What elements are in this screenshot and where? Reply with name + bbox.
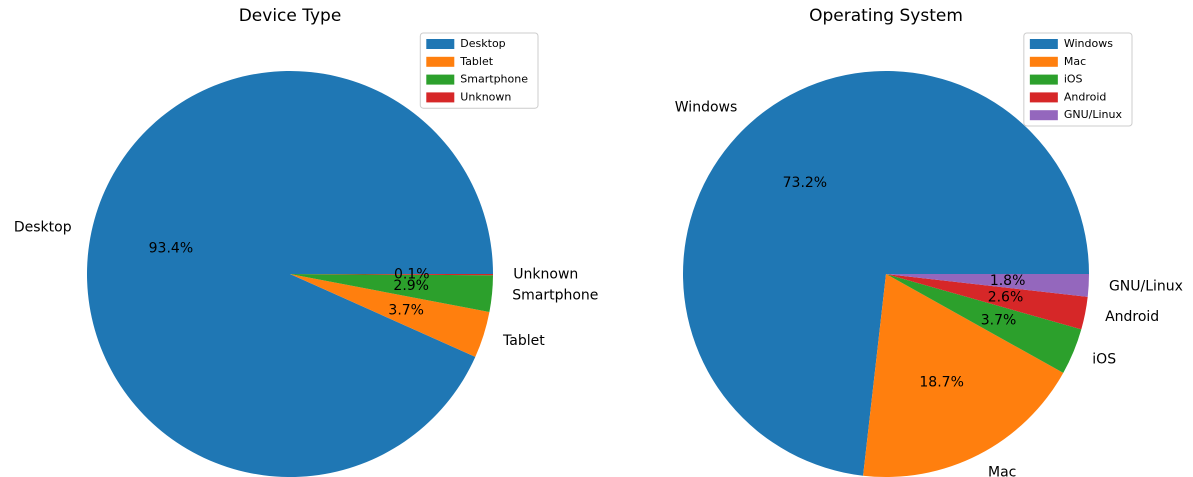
value-label: 3.7% <box>388 303 424 319</box>
pie-chart: Operating System Windows 73.2% Mac 18.7% iOS 3… <box>675 6 1183 477</box>
legend: Desktop Tablet Smartphone Unknown <box>419 32 539 109</box>
slice-label: iOS <box>1092 351 1116 367</box>
pie-slice <box>886 274 1088 330</box>
slice-label: Mac <box>988 465 1016 477</box>
slice-label: Android <box>1105 309 1159 325</box>
legend-swatch <box>1029 92 1058 103</box>
legend-swatch <box>426 39 455 49</box>
pie-slice <box>290 274 493 313</box>
chart-title: Device Type <box>239 6 342 26</box>
legend-swatch <box>426 56 455 67</box>
slice-label: Unknown <box>513 267 578 283</box>
legend-swatch <box>1029 74 1058 85</box>
legend-label: GNU/Linux <box>1064 108 1123 121</box>
legend-swatch <box>1029 56 1058 67</box>
legend-label: iOS <box>1064 73 1083 86</box>
pie-chart: Device Type Desktop 93.4% Tablet 3.7% Smartph… <box>14 6 598 477</box>
legend-label: Tablet <box>459 55 493 68</box>
pie-slice <box>886 274 1082 373</box>
value-label: 3.7% <box>981 313 1017 329</box>
legend-swatch <box>1029 39 1058 49</box>
slice-label: GNU/Linux <box>1109 279 1183 295</box>
value-label: 73.2% <box>783 175 827 191</box>
pie-slice <box>863 274 1064 477</box>
legend-label: Windows <box>1064 37 1113 50</box>
chart-title: Operating System <box>809 6 963 26</box>
pie-slice <box>682 70 1089 476</box>
pie-slice <box>290 274 493 276</box>
legend-swatch <box>426 74 455 85</box>
legend-swatch <box>426 92 455 103</box>
value-label: 2.9% <box>393 278 429 294</box>
value-label: 2.6% <box>988 290 1024 306</box>
pie-slice <box>886 274 1089 297</box>
legend-box <box>1023 32 1133 127</box>
legend-label: Android <box>1064 90 1107 103</box>
legend-box <box>419 32 539 109</box>
value-label: 93.4% <box>149 241 193 257</box>
pie-slice <box>290 274 490 357</box>
slice-label: Desktop <box>14 219 72 235</box>
slice-label: Smartphone <box>512 288 598 304</box>
legend-label: Mac <box>1064 55 1086 68</box>
value-label: 1.8% <box>990 273 1026 289</box>
slice-label: Windows <box>675 99 738 115</box>
slice-label: Tablet <box>502 333 545 349</box>
legend-label: Unknown <box>460 90 511 103</box>
value-label: 18.7% <box>919 374 963 390</box>
legend-swatch <box>1029 110 1058 121</box>
value-label: 0.1% <box>394 266 430 282</box>
legend: Windows Mac iOS Android GNU/Linux <box>1023 32 1133 127</box>
pie-slice <box>87 70 494 477</box>
legend-label: Smartphone <box>460 73 528 86</box>
legend-label: Desktop <box>460 37 505 50</box>
